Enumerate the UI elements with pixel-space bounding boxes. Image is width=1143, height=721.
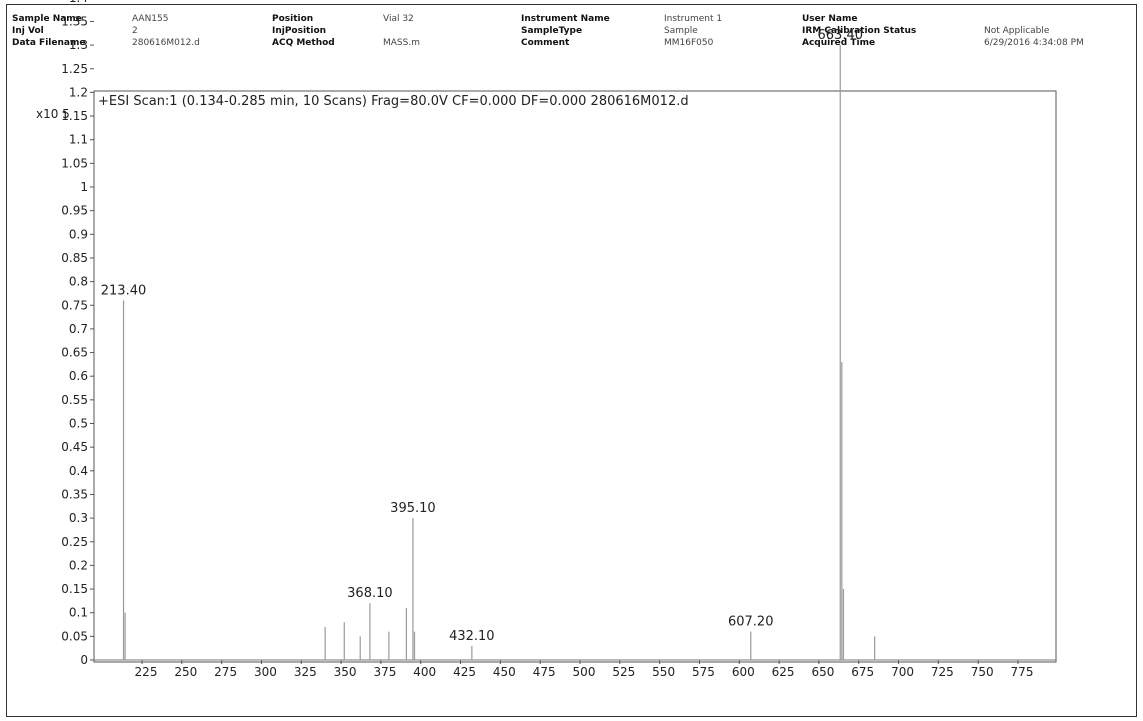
x-axis: 225 250 275 300 325 350 375 400 425 450 475 500 525 5… xyxy=(94,659,1056,679)
y-tick-label: 0.45 xyxy=(61,440,88,454)
x-tick-label: 625 xyxy=(772,665,795,679)
x-tick-label: 375 xyxy=(373,665,396,679)
x-tick-label: 525 xyxy=(612,665,635,679)
report-frame xyxy=(6,4,1137,717)
x-tick-label: 275 xyxy=(214,665,237,679)
x-tick-label: 650 xyxy=(811,665,834,679)
y-tick-label: 1.2 xyxy=(69,85,88,99)
y-tick-label: 0 xyxy=(80,653,88,667)
y-tick-label: 0.6 xyxy=(69,369,88,383)
comment-label: Comment xyxy=(521,38,570,48)
y-tick-label: 0.1 xyxy=(69,606,88,620)
sample-name-label: Sample Name xyxy=(12,14,82,24)
x-tick-label: 425 xyxy=(453,665,476,679)
x-tick-label: 775 xyxy=(1011,665,1034,679)
x-tick-label: 225 xyxy=(135,665,158,679)
y-tick-label: 0.75 xyxy=(61,298,88,312)
y-multiplier-label: x10 5 xyxy=(36,107,70,121)
y-tick-label: 0.9 xyxy=(69,227,88,241)
plot-area-border xyxy=(93,90,1057,663)
peaks-layer xyxy=(122,45,876,660)
x-tick-label: 325 xyxy=(294,665,317,679)
sample-type-value: Sample xyxy=(664,26,698,36)
instrument-name-label: Instrument Name xyxy=(521,14,610,24)
y-tick-label: 1.25 xyxy=(61,62,88,76)
y-tick-label: 1.15 xyxy=(61,109,88,123)
inj-position-label: InjPosition xyxy=(272,26,327,36)
x-tick-label: 575 xyxy=(692,665,715,679)
data-filename-value: 280616M012.d xyxy=(132,38,200,48)
acquired-time-label: Acquired Time xyxy=(802,38,876,48)
y-tick-label: 1.35 xyxy=(61,14,88,28)
y-tick-label: 0.7 xyxy=(69,322,88,336)
y-axis: 0 0.05 0.1 0.15 0.2 0.25 0.3 0.35 0.4 0.45 0.5 0.55… xyxy=(61,0,94,667)
y-tick-label: 0.55 xyxy=(61,393,88,407)
y-tick-label: 0.05 xyxy=(61,629,88,643)
x-tick-label: 675 xyxy=(851,665,874,679)
data-filename-label: Data Filename xyxy=(12,38,86,48)
peak-label: 395.10 xyxy=(390,501,436,516)
x-tick-label: 600 xyxy=(732,665,755,679)
comment-value: MM16F050 xyxy=(664,38,714,48)
x-tick-label: 550 xyxy=(652,665,675,679)
y-tick-label: 0.15 xyxy=(61,582,88,596)
peak-label: 432.10 xyxy=(449,629,495,644)
x-tick-label: 300 xyxy=(254,665,277,679)
x-tick-label: 500 xyxy=(573,665,596,679)
y-tick-label: 0.35 xyxy=(61,487,88,501)
sample-type-label: SampleType xyxy=(521,26,583,36)
acq-method-value: MASS.m xyxy=(383,38,420,48)
y-tick-label: 0.65 xyxy=(61,346,88,360)
irm-calibration-label: IRM Calibration Status xyxy=(802,26,917,36)
x-tick-label: 475 xyxy=(533,665,556,679)
peak-labels-layer: 213.40 368.10 395.10 432.10 607.20 663.40 xyxy=(101,28,863,644)
sample-name-value: AAN155 xyxy=(132,14,169,24)
y-tick-label: 0.95 xyxy=(61,204,88,218)
position-label: Position xyxy=(272,14,314,24)
y-tick-label: 0.5 xyxy=(69,417,88,431)
peak-label: 607.20 xyxy=(728,615,774,630)
x-tick-label: 350 xyxy=(334,665,357,679)
peak-label: 663.40 xyxy=(818,28,864,43)
y-tick-label: 0.4 xyxy=(69,464,88,478)
y-tick-label: 0.2 xyxy=(69,558,88,572)
y-tick-label: 1.05 xyxy=(61,156,88,170)
irm-calibration-value: Not Applicable xyxy=(984,26,1050,36)
y-tick-label: 1.4 xyxy=(69,0,88,5)
x-tick-label: 725 xyxy=(931,665,954,679)
inj-vol-value: 2 xyxy=(132,26,138,36)
x-tick-label: 750 xyxy=(971,665,994,679)
x-tick-label: 400 xyxy=(413,665,436,679)
y-tick-label: 1 xyxy=(80,180,88,194)
y-tick-label: 0.8 xyxy=(69,275,88,289)
instrument-name-value: Instrument 1 xyxy=(664,14,723,24)
y-tick-label: 0.85 xyxy=(61,251,88,265)
acquired-time-value: 6/29/2016 4:34:08 PM xyxy=(984,38,1084,48)
acq-method-label: ACQ Method xyxy=(272,38,335,48)
inj-vol-label: Inj Vol xyxy=(12,26,44,36)
y-tick-label: 1.1 xyxy=(69,133,88,147)
y-tick-label: 0.3 xyxy=(69,511,88,525)
user-name-label: User Name xyxy=(802,14,858,24)
peak-label: 368.10 xyxy=(347,586,393,601)
x-tick-label: 700 xyxy=(891,665,914,679)
peak-label: 213.40 xyxy=(101,284,147,299)
position-value: Vial 32 xyxy=(383,14,414,24)
x-tick-label: 450 xyxy=(493,665,516,679)
chart-title: +ESI Scan:1 (0.134-0.285 min, 10 Scans) … xyxy=(98,94,689,109)
y-tick-label: 1.3 xyxy=(69,38,88,52)
x-tick-label: 250 xyxy=(174,665,197,679)
y-tick-label: 0.25 xyxy=(61,535,88,549)
